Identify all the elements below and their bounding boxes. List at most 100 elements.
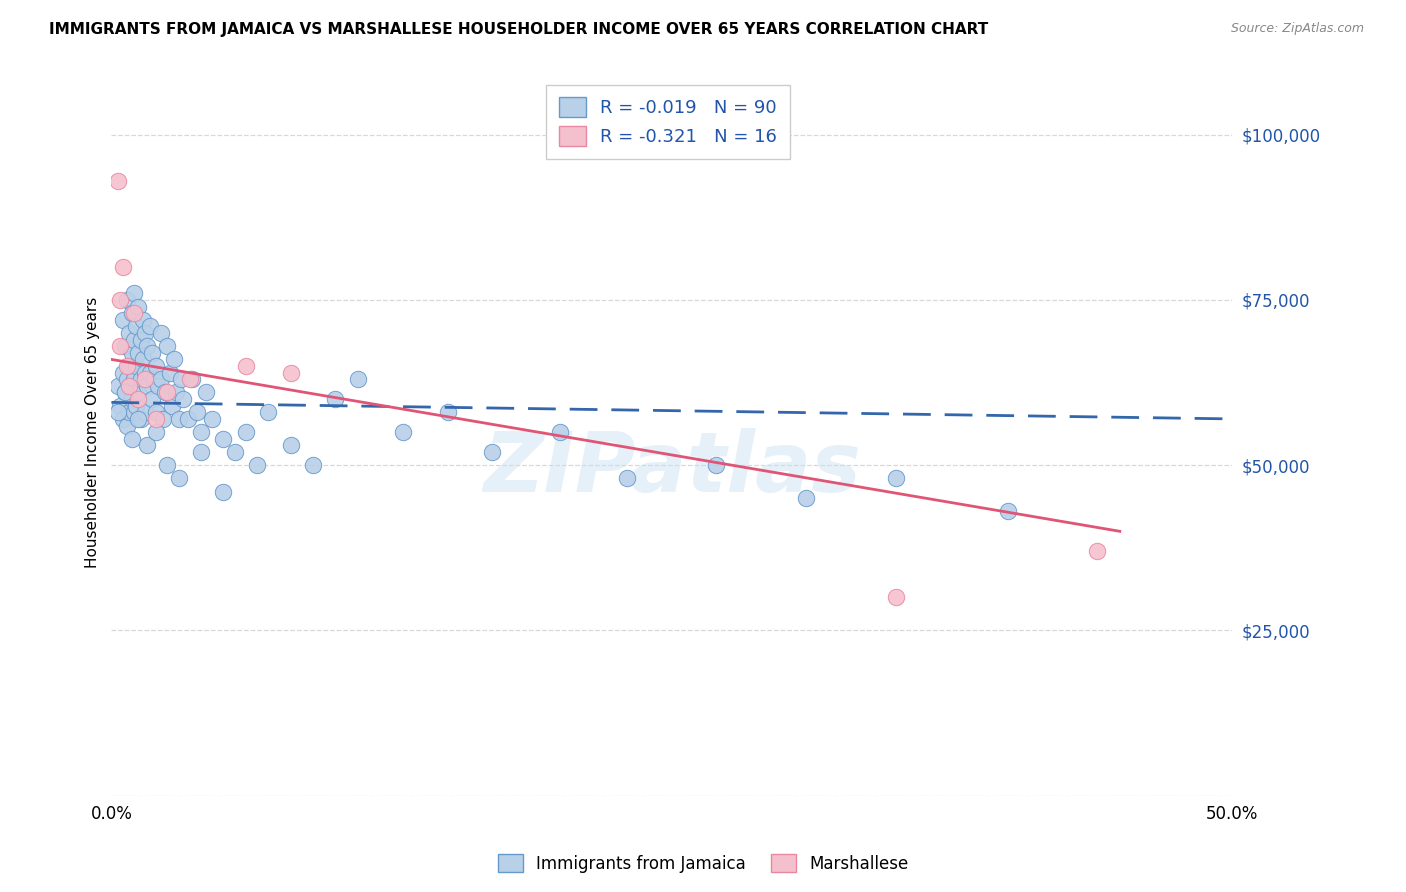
Point	[115, 359, 138, 373]
Point	[115, 293, 138, 307]
Point	[997, 504, 1019, 518]
Point	[179, 372, 201, 386]
Point	[152, 412, 174, 426]
Point	[129, 372, 152, 386]
Point	[118, 326, 141, 340]
Point	[127, 392, 149, 406]
Point	[436, 405, 458, 419]
Point	[127, 412, 149, 426]
Legend: Immigrants from Jamaica, Marshallese: Immigrants from Jamaica, Marshallese	[491, 847, 915, 880]
Point	[114, 385, 136, 400]
Point	[118, 405, 141, 419]
Point	[122, 286, 145, 301]
Point	[302, 458, 325, 473]
Point	[134, 326, 156, 340]
Point	[107, 379, 129, 393]
Legend: R = -0.019   N = 90, R = -0.321   N = 16: R = -0.019 N = 90, R = -0.321 N = 16	[546, 85, 790, 159]
Text: ZIPatlas: ZIPatlas	[482, 428, 860, 509]
Point	[190, 445, 212, 459]
Point	[129, 412, 152, 426]
Point	[149, 326, 172, 340]
Point	[115, 418, 138, 433]
Point	[884, 591, 907, 605]
Point	[246, 458, 269, 473]
Point	[149, 372, 172, 386]
Point	[347, 372, 370, 386]
Point	[163, 352, 186, 367]
Point	[138, 319, 160, 334]
Point	[616, 471, 638, 485]
Point	[148, 379, 170, 393]
Point	[114, 339, 136, 353]
Point	[145, 405, 167, 419]
Point	[111, 312, 134, 326]
Point	[132, 312, 155, 326]
Point	[257, 405, 280, 419]
Point	[121, 346, 143, 360]
Point	[794, 491, 817, 506]
Point	[280, 366, 302, 380]
Point	[194, 385, 217, 400]
Point	[181, 372, 204, 386]
Point	[156, 458, 179, 473]
Point	[235, 359, 257, 373]
Point	[325, 392, 347, 406]
Point	[134, 372, 156, 386]
Point	[125, 319, 148, 334]
Point	[235, 425, 257, 439]
Point	[212, 484, 235, 499]
Text: Source: ZipAtlas.com: Source: ZipAtlas.com	[1230, 22, 1364, 36]
Point	[159, 366, 181, 380]
Point	[111, 260, 134, 274]
Point	[143, 372, 166, 386]
Point	[201, 412, 224, 426]
Point	[481, 445, 503, 459]
Point	[110, 339, 132, 353]
Point	[145, 412, 167, 426]
Point	[115, 372, 138, 386]
Point	[122, 405, 145, 419]
Point	[121, 306, 143, 320]
Point	[121, 432, 143, 446]
Point	[111, 366, 134, 380]
Point	[134, 366, 156, 380]
Point	[1087, 544, 1109, 558]
Point	[107, 174, 129, 188]
Point	[114, 385, 136, 400]
Point	[118, 359, 141, 373]
Point	[548, 425, 571, 439]
Point	[156, 339, 179, 353]
Point	[167, 412, 190, 426]
Point	[111, 412, 134, 426]
Point	[136, 339, 159, 353]
Text: IMMIGRANTS FROM JAMAICA VS MARSHALLESE HOUSEHOLDER INCOME OVER 65 YEARS CORRELAT: IMMIGRANTS FROM JAMAICA VS MARSHALLESE H…	[49, 22, 988, 37]
Point	[122, 372, 145, 386]
Point	[107, 405, 129, 419]
Point	[153, 385, 176, 400]
Point	[138, 366, 160, 380]
Y-axis label: Householder Income Over 65 years: Householder Income Over 65 years	[86, 296, 100, 568]
Point	[884, 471, 907, 485]
Point	[132, 352, 155, 367]
Point	[165, 385, 187, 400]
Point	[160, 399, 183, 413]
Point	[170, 372, 193, 386]
Point	[190, 425, 212, 439]
Point	[145, 359, 167, 373]
Point	[121, 392, 143, 406]
Point	[176, 412, 198, 426]
Point	[127, 300, 149, 314]
Point	[136, 438, 159, 452]
Point	[391, 425, 413, 439]
Point	[172, 392, 194, 406]
Point	[141, 392, 163, 406]
Point	[141, 346, 163, 360]
Point	[186, 405, 208, 419]
Point	[125, 399, 148, 413]
Point	[110, 399, 132, 413]
Point	[110, 293, 132, 307]
Point	[122, 333, 145, 347]
Point	[145, 425, 167, 439]
Point	[136, 379, 159, 393]
Point	[280, 438, 302, 452]
